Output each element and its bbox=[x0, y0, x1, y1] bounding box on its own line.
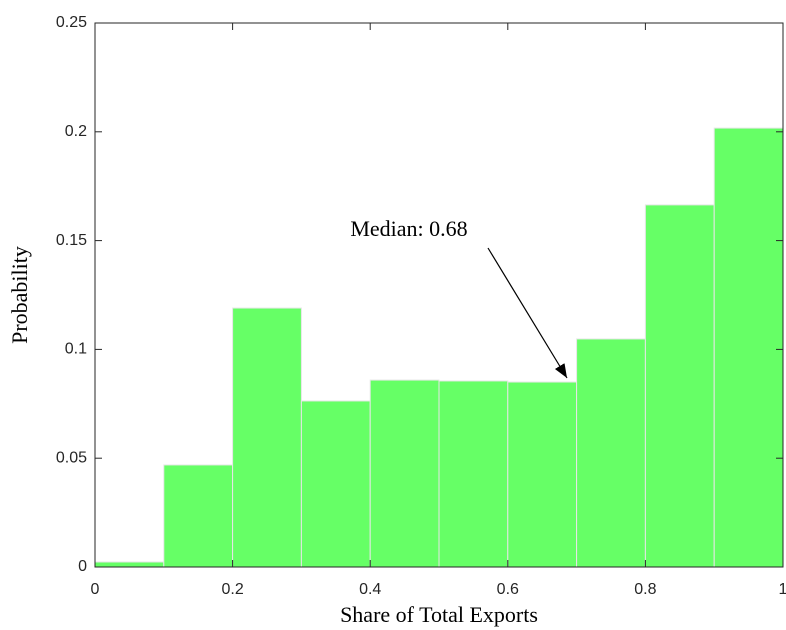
bar bbox=[232, 307, 302, 568]
bar bbox=[300, 400, 371, 568]
bar bbox=[369, 379, 440, 568]
y-tick-label: 0.1 bbox=[65, 341, 87, 358]
axes-box bbox=[94, 22, 784, 568]
y-tick-label: 0.05 bbox=[56, 449, 87, 466]
x-tick-label: 0.8 bbox=[634, 581, 656, 598]
bar bbox=[576, 338, 646, 568]
annotation-arrow bbox=[487, 247, 568, 379]
bar bbox=[163, 464, 234, 568]
x-tick-label: 0 bbox=[91, 581, 100, 598]
y-tick-label: 0.25 bbox=[56, 14, 87, 31]
bar bbox=[438, 380, 509, 568]
bar bbox=[94, 561, 165, 568]
bar bbox=[507, 381, 578, 568]
x-axis-label: Share of Total Exports bbox=[340, 602, 538, 627]
bar bbox=[644, 204, 715, 568]
x-tick-label: 1 bbox=[779, 581, 786, 598]
y-axis-label: Probability bbox=[7, 246, 32, 344]
y-tick-label: 0.2 bbox=[65, 123, 87, 140]
plot-area: 0 0.05 0.1 0.15 0.2 0.25 0 0.2 0.4 0.6 0.8 1 bbox=[56, 14, 786, 598]
bar bbox=[713, 127, 784, 568]
x-tick-label: 0.2 bbox=[221, 581, 243, 598]
y-tick-label: 0.15 bbox=[56, 232, 87, 249]
x-tick-label: 0.4 bbox=[359, 581, 381, 598]
annotation: Median: 0.68 bbox=[350, 216, 467, 241]
y-tick-label: 0 bbox=[78, 558, 87, 575]
x-tick-label: 0.6 bbox=[497, 581, 519, 598]
